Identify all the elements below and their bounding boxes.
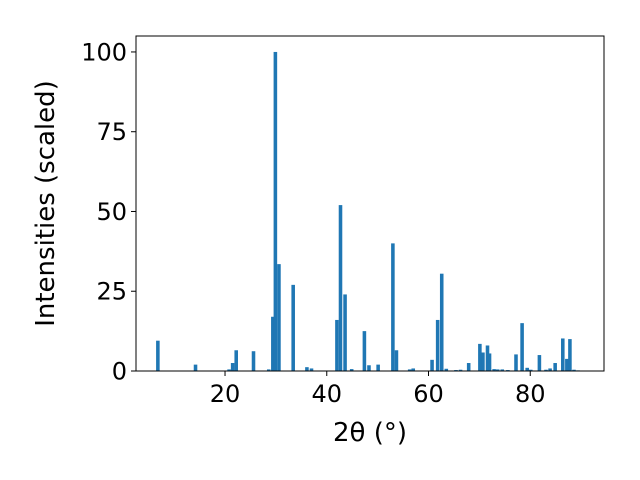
- y-tick-label: 75: [96, 118, 127, 146]
- bar: [193, 364, 198, 371]
- bar: [227, 369, 231, 371]
- bar: [565, 358, 569, 371]
- x-tick-label: 60: [413, 380, 444, 408]
- y-axis-label: Intensities (scaled): [31, 80, 61, 327]
- x-axis-label: 2θ (°): [333, 418, 407, 448]
- bar: [343, 294, 347, 371]
- bar: [487, 353, 492, 371]
- bar: [305, 367, 309, 371]
- bar: [520, 323, 524, 371]
- bar: [411, 368, 416, 371]
- x-tick-label: 20: [210, 380, 241, 408]
- bar: [525, 367, 529, 371]
- bar: [156, 340, 160, 371]
- y-tick-label: 100: [81, 38, 127, 66]
- bars-group: [156, 51, 580, 371]
- y-tick-label: 50: [96, 198, 127, 226]
- bar: [439, 273, 444, 371]
- y-axis-ticks: 0 25 50 75 100: [81, 38, 136, 386]
- bar: [537, 355, 542, 371]
- bar: [561, 338, 565, 371]
- bar: [277, 264, 281, 371]
- bar: [349, 369, 354, 371]
- bar: [485, 345, 490, 371]
- x-axis-ticks: 20 40 60 80: [210, 371, 546, 408]
- bar: [458, 369, 463, 371]
- bar: [338, 205, 343, 371]
- bar: [481, 352, 485, 371]
- bar: [391, 243, 395, 371]
- bar: [435, 319, 440, 371]
- bar: [234, 350, 238, 371]
- x-tick-label: 40: [311, 380, 342, 408]
- bar: [500, 369, 505, 371]
- bar: [568, 339, 572, 371]
- bar: [367, 365, 371, 371]
- bar: [553, 363, 557, 371]
- bar: [271, 316, 275, 371]
- bar: [291, 284, 295, 371]
- bar: [251, 351, 256, 371]
- y-tick-label: 0: [112, 358, 127, 386]
- bar: [230, 363, 235, 371]
- bar: [394, 350, 399, 371]
- bar: [572, 369, 576, 371]
- bar: [273, 51, 278, 371]
- bar: [466, 363, 471, 371]
- bar: [430, 359, 434, 371]
- plot-background: [136, 36, 604, 371]
- y-tick-label: 25: [96, 278, 127, 306]
- bar: [335, 319, 339, 371]
- bar: [514, 354, 518, 371]
- bar: [407, 369, 412, 371]
- x-tick-label: 80: [515, 380, 546, 408]
- bar: [362, 331, 367, 371]
- bar: [444, 368, 449, 371]
- bar: [478, 343, 482, 371]
- bar: [266, 369, 271, 371]
- bar: [548, 368, 552, 371]
- bar: [544, 369, 548, 371]
- bar: [309, 368, 314, 371]
- bar: [492, 369, 496, 371]
- bar: [376, 364, 380, 371]
- plot-frame: [135, 35, 605, 372]
- bar: [528, 369, 533, 371]
- bar: [495, 369, 500, 371]
